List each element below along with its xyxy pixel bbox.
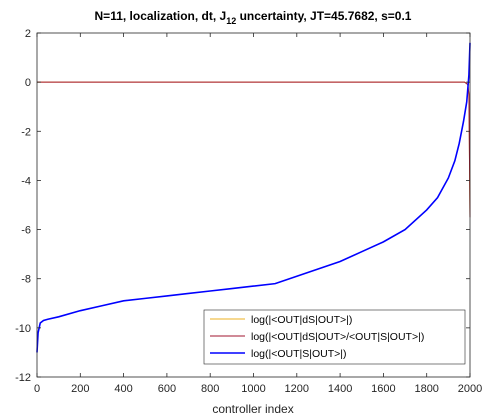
x-tick-label: 600 [158,383,176,395]
y-tick-label: 0 [25,77,31,89]
x-tick-label: 2000 [458,383,482,395]
x-tick-label: 800 [201,383,219,395]
series-line-2 [36,42,471,353]
x-axis-label: controller index [212,402,293,416]
legend-label: log(|<OUT|dS|OUT>|) [251,314,352,326]
chart-title-rest: uncertainty, JT=45.7682, s=0.1 [236,9,412,23]
x-tick-label: 200 [71,383,89,395]
x-tick-label: 1000 [241,383,265,395]
y-tick-label: -2 [21,126,31,138]
legend-entries: log(|<OUT|dS|OUT>|) log(|<OUT|dS|OUT>/<OU… [210,314,424,360]
plot-frame [36,32,471,378]
legend-label: log(|<OUT|dS|OUT>/<OUT|S|OUT>|) [251,331,424,343]
x-tick-label: 1600 [371,383,395,395]
y-tick-label: -8 [21,274,31,286]
y-tick-label: -6 [21,225,31,237]
y-tick-label: -10 [15,323,31,335]
chart-title-main: N=11, localization, dt, J [95,9,227,23]
x-tick-label: 1400 [328,383,352,395]
axes-layer: 0 200 400 600 800 1000 1200 1400 1600 1800 2000 -12… [15,28,482,395]
x-tick-label: 0 [34,383,40,395]
legend: log(|<OUT|dS|OUT>|) log(|<OUT|dS|OUT>/<OU… [203,309,466,365]
y-tick-label: -4 [21,175,31,187]
legend-label: log(|<OUT|S|OUT>|) [251,348,347,360]
y-tick-label: 2 [25,28,31,40]
y-tick-label: -12 [15,372,31,384]
chart-title-subscript: 12 [226,16,236,26]
legend-box [203,309,466,365]
x-tick-label: 1200 [285,383,309,395]
x-tick-label: 1800 [414,383,438,395]
chart-title: N=11, localization, dt, J12 uncertainty,… [95,9,412,26]
x-tick-label: 400 [114,383,132,395]
series-layer [36,42,471,353]
